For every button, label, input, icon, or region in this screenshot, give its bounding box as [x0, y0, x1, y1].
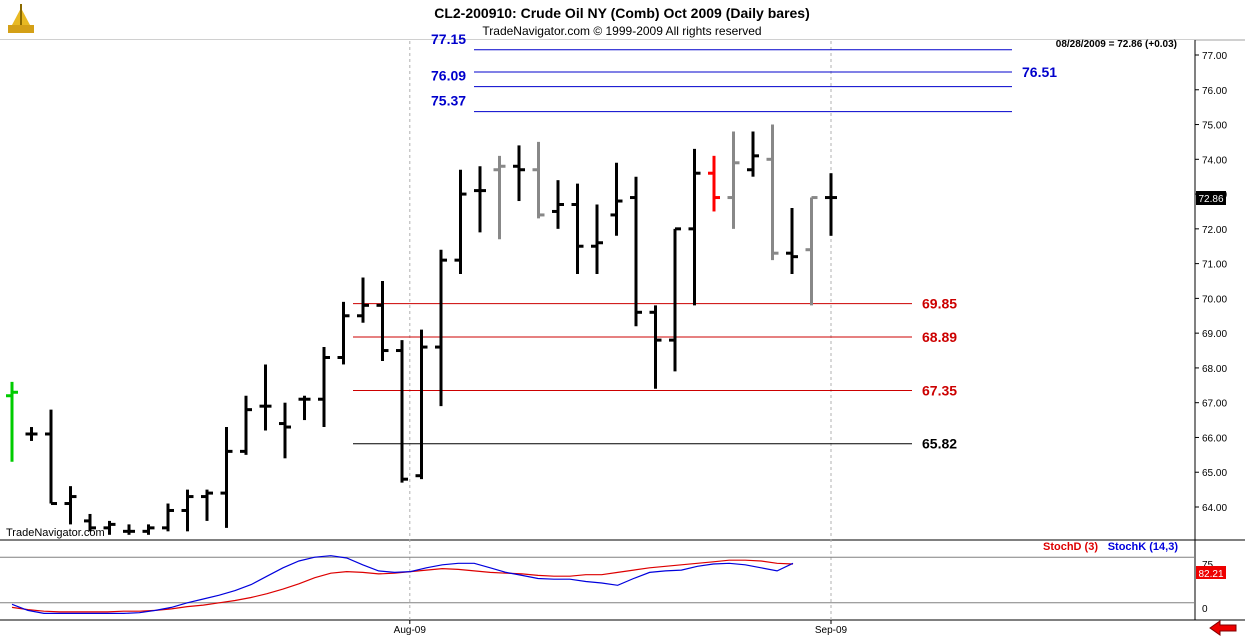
- price-tick-label: 76.00: [1202, 86, 1227, 97]
- price-tick-label: 70.00: [1202, 294, 1227, 305]
- price-tick-label: 74.00: [1202, 155, 1227, 166]
- watermark-text: TradeNavigator.com: [6, 527, 105, 539]
- price-tick-label: 71.00: [1202, 260, 1227, 271]
- price-tick-label: 75.00: [1202, 121, 1227, 132]
- stochD-line: [11, 559, 794, 613]
- header-background: [0, 0, 1245, 40]
- price-axis: 64.00 65.00 66.00 67.00 68.00 69.00 70.00 71.00…: [1195, 51, 1227, 514]
- date-tick-label: Aug-09: [394, 625, 427, 636]
- last-quote-label: 08/28/2009 = 72.86 (+0.03): [1056, 39, 1177, 50]
- level-label: 77.15: [431, 31, 466, 47]
- level-label: 65.82: [922, 436, 957, 452]
- gridlines: [409, 41, 832, 620]
- price-panel: [0, 40, 1195, 540]
- level-label: 75.37: [431, 93, 466, 109]
- price-tick-label: 64.00: [1202, 503, 1227, 514]
- price-tick-label: 68.00: [1202, 364, 1227, 375]
- date-tick-label: Sep-09: [815, 625, 848, 636]
- stochK-legend: StochK (14,3): [1108, 541, 1179, 553]
- stochastic-panel: StochD (3) StochK (14,3) 75 0 82.21: [0, 541, 1226, 615]
- price-tick-label: 77.00: [1202, 51, 1227, 62]
- price-tick-label: 69.00: [1202, 329, 1227, 340]
- scroll-left-button[interactable]: [1209, 620, 1237, 636]
- level-label: 67.35: [922, 383, 957, 399]
- level-lines: 77.15 76.51 76.09 75.37 69.85 68.89 67.35 65.82: [353, 31, 1057, 452]
- level-label: 76.09: [431, 68, 466, 84]
- last-price-box: [1196, 191, 1226, 205]
- price-tick-label: 67.00: [1202, 399, 1227, 410]
- last-price-marker: 72.86: [1196, 191, 1226, 205]
- level-label: 69.85: [922, 296, 957, 312]
- stoch-value-box: [1196, 566, 1226, 579]
- level-label: 68.89: [922, 329, 957, 345]
- stoch-axis-bottom-label: 0: [1202, 604, 1208, 615]
- price-bars: [6, 124, 837, 535]
- copyright-text: TradeNavigator.com © 1999-2009 All right…: [482, 24, 761, 38]
- price-tick-label: 66.00: [1202, 433, 1227, 444]
- left-arrow-icon[interactable]: [1209, 620, 1237, 636]
- price-tick-label: 65.00: [1202, 468, 1227, 479]
- chart-title: CL2-200910: Crude Oil NY (Comb) Oct 2009…: [434, 5, 810, 21]
- last-price-text: 72.86: [1198, 194, 1223, 205]
- logo-base: [8, 25, 34, 33]
- stoch-value-label: 82.21: [1198, 569, 1223, 580]
- price-tick-label: 72.00: [1202, 225, 1227, 236]
- app-logo: [8, 4, 34, 33]
- stochK-line: [11, 555, 794, 614]
- level-label: 76.51: [1022, 64, 1057, 80]
- date-axis: Aug-09 Sep-09: [394, 620, 848, 636]
- stoch-axis-top-label: 75: [1202, 560, 1214, 571]
- stochD-legend: StochD (3): [1043, 541, 1098, 553]
